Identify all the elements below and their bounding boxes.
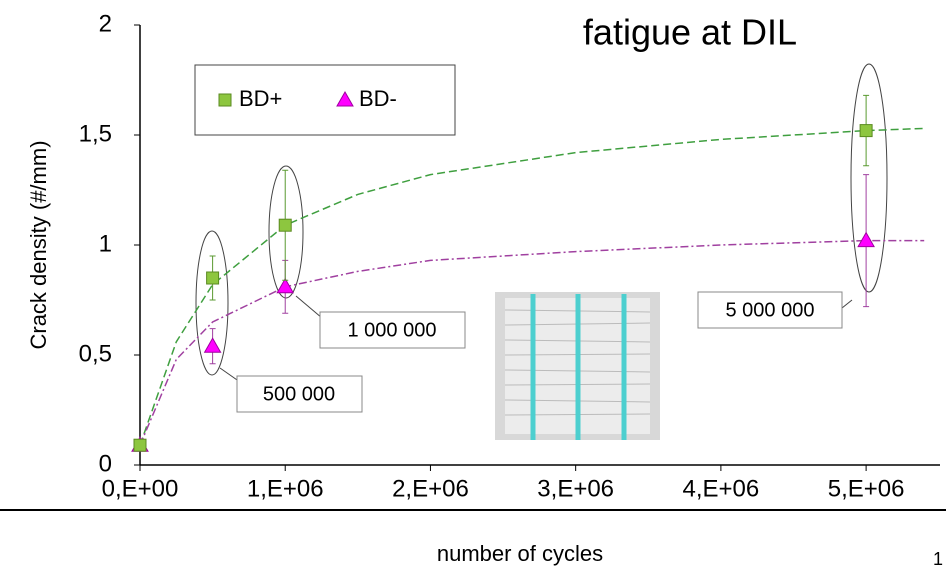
x-tick-label: 5,E+06	[828, 475, 905, 502]
page-number: 1	[933, 549, 943, 569]
chart-title: fatigue at DIL	[583, 12, 797, 53]
point	[278, 218, 292, 232]
point	[859, 124, 873, 138]
legend-swatch	[336, 90, 354, 107]
point	[133, 438, 147, 452]
x-tick-label: 4,E+06	[683, 475, 760, 502]
annotation: 1 000 000	[348, 319, 437, 341]
point	[206, 271, 220, 285]
trendline	[139, 127, 925, 446]
y-tick-label: 1,5	[79, 120, 112, 147]
annotation: 5 000 000	[726, 299, 815, 321]
y-axis-label: Crack density (#/mm)	[26, 140, 51, 349]
callouts: 500 000 1 000 000 5 000 000	[236, 291, 843, 413]
x-tick-label: 1,E+06	[247, 475, 324, 502]
point	[857, 231, 875, 248]
y-tick-label: 1	[99, 230, 112, 257]
annotation: 500 000	[263, 383, 335, 405]
y-tick-label: 0	[99, 450, 112, 477]
x-tick-label: 0,E+00	[102, 475, 179, 502]
x-tick-label: 2,E+06	[392, 475, 469, 502]
point	[203, 337, 222, 353]
legend-swatch	[218, 93, 232, 107]
x-axis-label: number of cycles	[437, 541, 603, 566]
y-tick-label: 2	[99, 10, 112, 37]
trendline	[139, 239, 925, 446]
x-tick-label: 3,E+06	[537, 475, 614, 502]
y-tick-label: 0,5	[79, 340, 112, 367]
legend-label: BD-	[359, 86, 397, 111]
legend-label: BD+	[239, 86, 282, 111]
legend-box	[194, 64, 456, 136]
point	[276, 277, 295, 294]
inset-image	[495, 292, 660, 440]
